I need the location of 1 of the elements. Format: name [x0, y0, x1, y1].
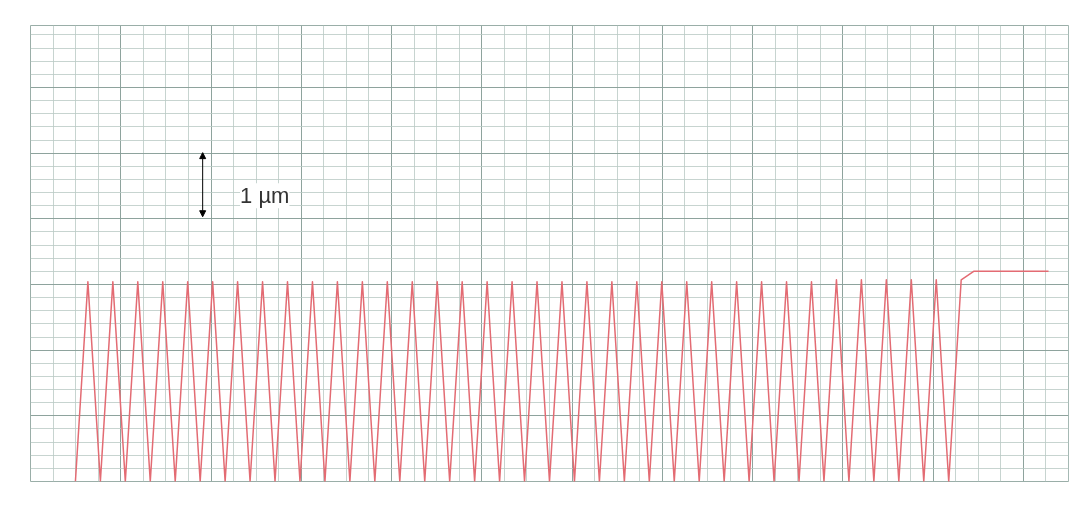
- text: 1 µm: [240, 183, 290, 209]
